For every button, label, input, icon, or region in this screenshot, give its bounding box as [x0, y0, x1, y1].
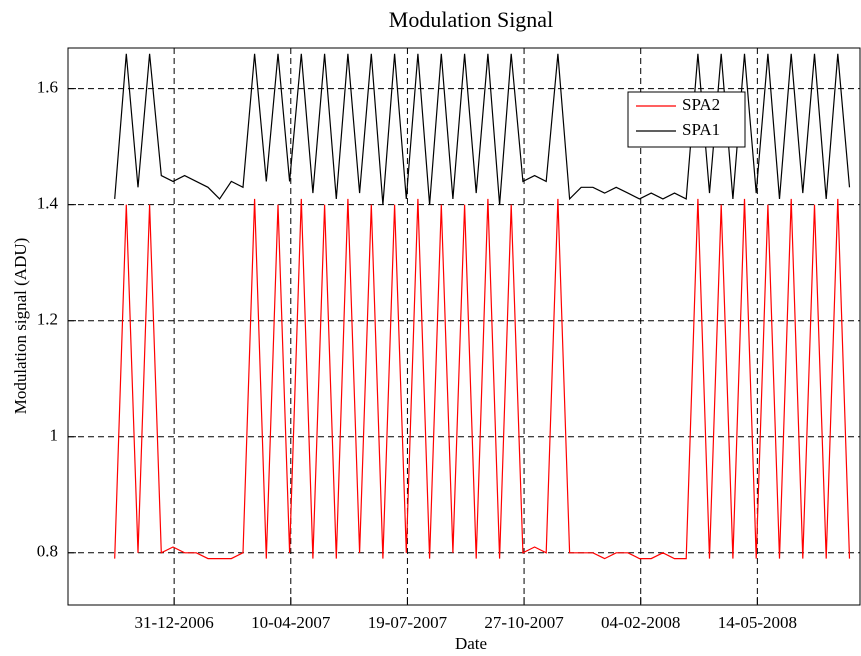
chart-title: Modulation Signal: [389, 7, 553, 32]
x-tick-label: 27-10-2007: [484, 613, 564, 632]
x-tick-label: 10-04-2007: [251, 613, 331, 632]
y-axis-label: Modulation signal (ADU): [11, 238, 30, 415]
x-tick-label: 19-07-2007: [368, 613, 448, 632]
legend-box: [627, 91, 746, 148]
plot-frame: [67, 47, 861, 606]
legend: SPA2 SPA1: [627, 91, 746, 148]
x-tick-label: 31-12-2006: [134, 613, 213, 632]
x-tick-label: 14-05-2008: [718, 613, 797, 632]
y-tick-label: 1: [50, 426, 59, 445]
series-line: [114, 198, 851, 560]
y-tick-label: 0.8: [37, 542, 58, 561]
legend-label: SPA1: [682, 120, 720, 139]
y-tick-label: 1.2: [37, 310, 58, 329]
y-tick-label: 1.4: [37, 194, 59, 213]
y-tick-label: 1.6: [37, 78, 58, 97]
x-tick-label: 04-02-2008: [601, 613, 680, 632]
legend-label: SPA2: [682, 95, 720, 114]
x-axis-label: Date: [455, 634, 487, 653]
